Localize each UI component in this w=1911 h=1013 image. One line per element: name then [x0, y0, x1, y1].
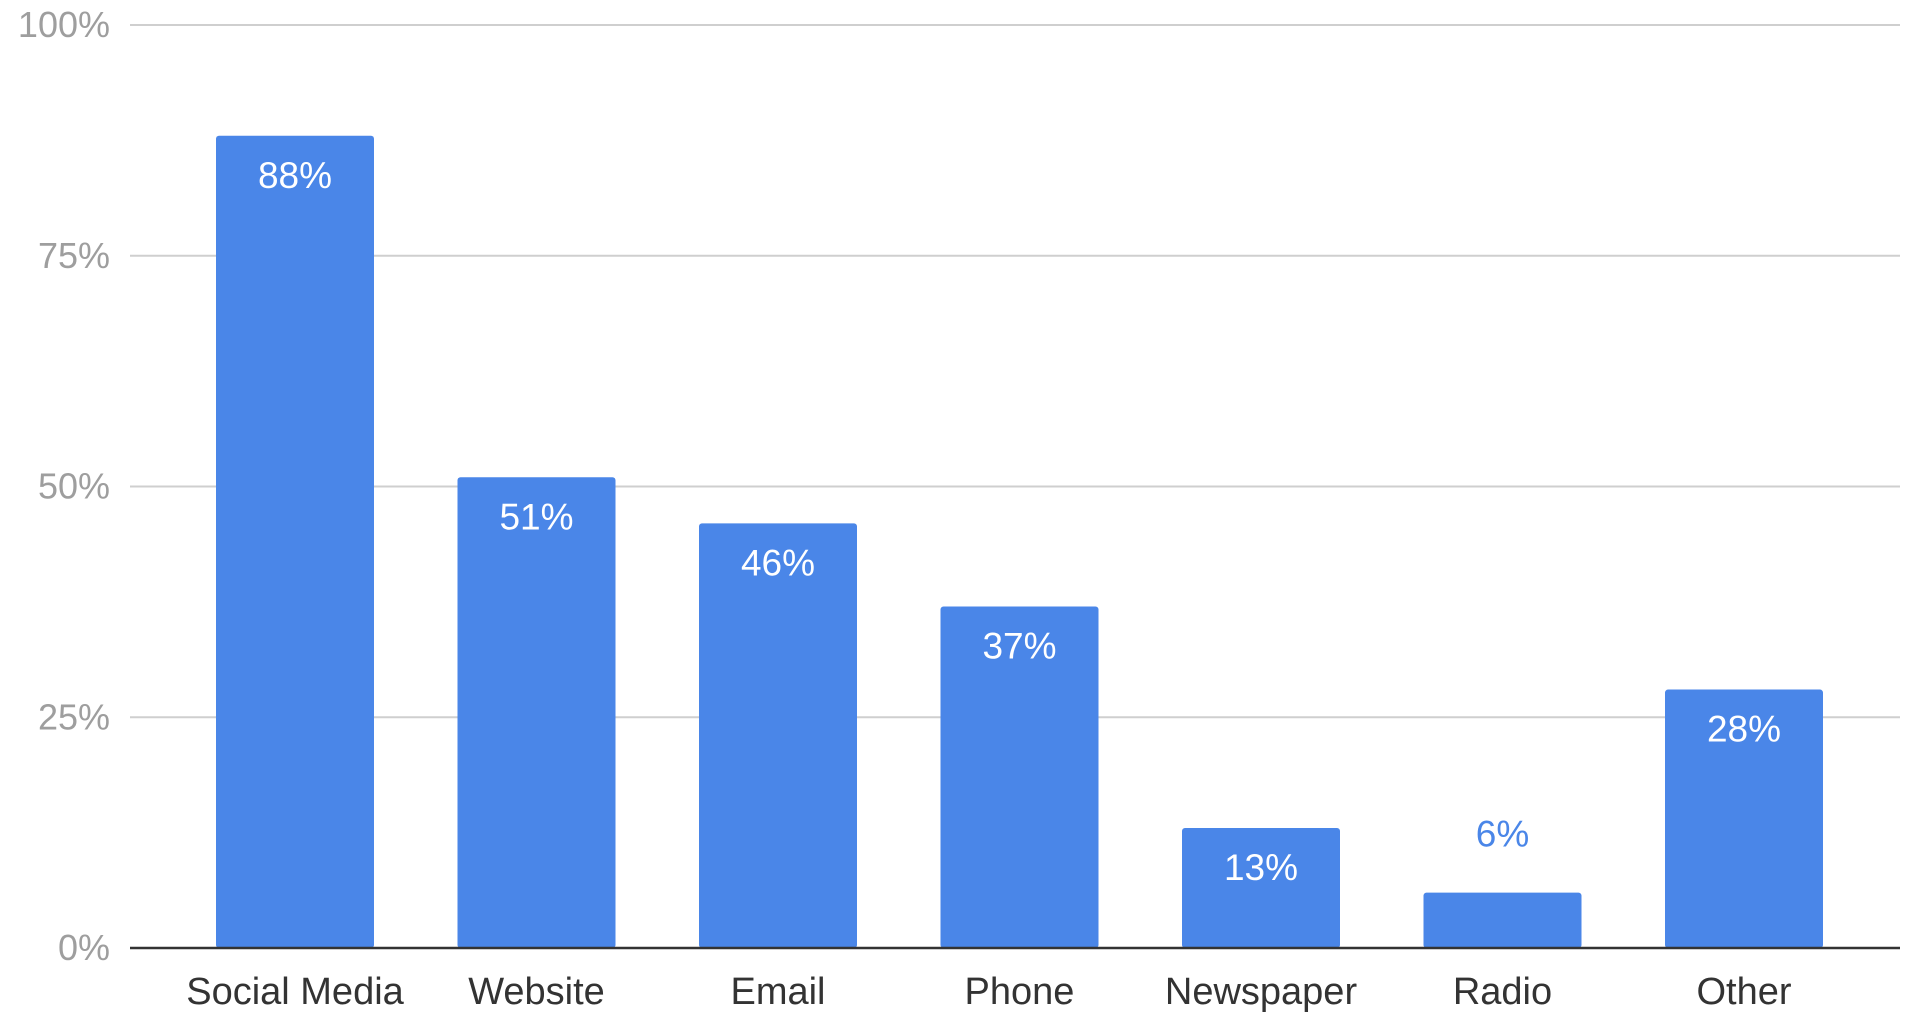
data-label: 51% — [499, 496, 573, 537]
bar — [216, 135, 374, 948]
y-tick-label: 50% — [38, 466, 110, 507]
x-tick-label: Radio — [1453, 971, 1552, 1013]
x-tick-label: Website — [468, 971, 605, 1013]
data-label: 88% — [258, 155, 332, 196]
bar — [940, 606, 1099, 948]
bar — [699, 523, 857, 948]
data-label: 6% — [1476, 814, 1529, 855]
bar — [457, 477, 616, 948]
x-tick-label: Other — [1696, 971, 1791, 1013]
y-axis-ticks: 0% 25% 50% 75% 100% — [18, 4, 110, 968]
data-label: 46% — [741, 542, 815, 583]
x-axis-ticks: Social Media Website Email Phone Newspaper Ra… — [186, 971, 1792, 1013]
data-label: 37% — [982, 625, 1056, 666]
y-tick-label: 0% — [58, 927, 110, 968]
x-tick-label: Newspaper — [1165, 971, 1358, 1013]
y-tick-label: 25% — [38, 696, 110, 737]
y-tick-label: 100% — [18, 4, 110, 45]
bar — [1665, 689, 1823, 948]
data-labels: 88% 51% 46% 37% 13% 6% 28% — [258, 155, 1781, 888]
bar — [1182, 828, 1340, 948]
data-label: 28% — [1707, 709, 1781, 750]
data-label: 13% — [1224, 847, 1298, 888]
x-tick-label: Phone — [965, 971, 1075, 1013]
bar — [1423, 892, 1582, 948]
y-tick-label: 75% — [38, 235, 110, 276]
bars — [216, 135, 1823, 948]
x-tick-label: Social Media — [186, 971, 404, 1013]
x-tick-label: Email — [730, 971, 825, 1013]
